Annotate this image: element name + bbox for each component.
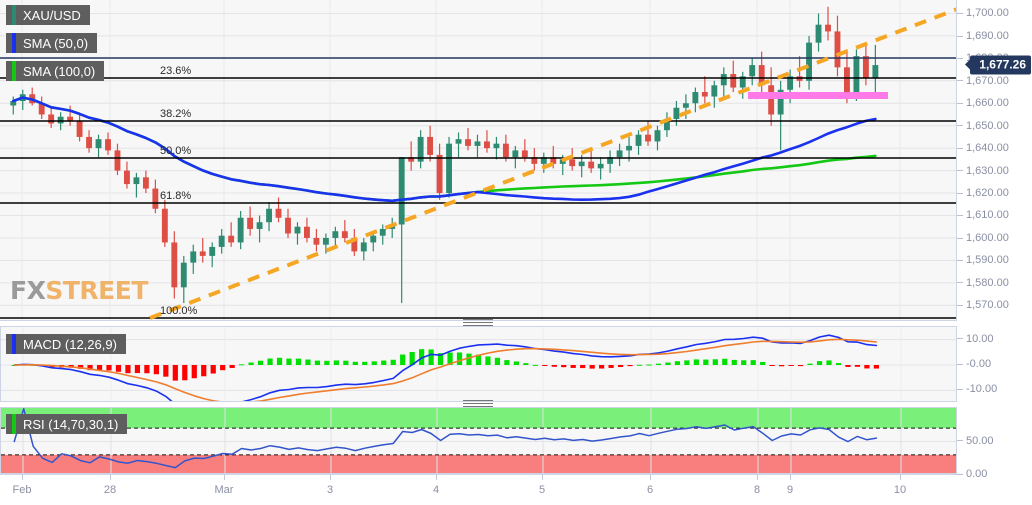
price-axis[interactable]: 1,700.001,690.001,680.001,670.001,660.00… xyxy=(957,0,1032,321)
price-chart-panel[interactable]: 23.6% 38.2% 50.0% 61.8% 100.0% xyxy=(0,0,957,321)
fxstreet-watermark: FXSTREET xyxy=(10,276,148,305)
fib-level-label: 100.0% xyxy=(160,305,198,317)
legend-symbol[interactable]: XAU/USD xyxy=(6,5,90,25)
symbol-color-swatch xyxy=(12,5,16,25)
rsi-axis-tick: 50.00 xyxy=(957,434,994,447)
legend-sma-50[interactable]: SMA (50,0) xyxy=(6,33,98,53)
rsi-axis-tick: 0.00 xyxy=(957,468,987,480)
legend-macd[interactable]: MACD (12,26,9) xyxy=(6,334,126,354)
price-axis-tick: 1,600.00 xyxy=(957,232,1009,244)
legend-sma-100[interactable]: SMA (100,0) xyxy=(6,61,105,81)
legend-rsi[interactable]: RSI (14,70,30,1) xyxy=(6,414,128,434)
watermark-fx: FX xyxy=(10,276,46,305)
date-axis[interactable]: Feb 28 Mar 3 4 5 6 8 9 10 xyxy=(0,474,957,505)
date-axis-tick: 3 xyxy=(326,484,334,496)
date-axis-notch xyxy=(650,475,651,480)
date-axis-tick: 8 xyxy=(753,484,761,496)
sma100-color-swatch xyxy=(12,61,16,81)
date-axis-notch xyxy=(790,475,791,480)
price-axis-tick: 1,660.00 xyxy=(957,97,1009,109)
macd-axis-tick: -0.00 xyxy=(957,358,991,370)
macd-axis-tick: 10.00 xyxy=(957,333,994,345)
date-axis-notch xyxy=(757,475,758,480)
date-axis-notch xyxy=(330,475,331,480)
date-axis-notch xyxy=(22,475,23,480)
price-axis-tick: 1,620.00 xyxy=(957,187,1009,199)
rsi-panel-resize-handle[interactable] xyxy=(463,400,493,409)
current-price-badge: 1,677.26 xyxy=(970,55,1031,74)
date-axis-tick: Mar xyxy=(214,484,234,496)
date-axis-notch xyxy=(542,475,543,480)
price-axis-tick: 1,580.00 xyxy=(957,277,1009,289)
macd-color-swatch xyxy=(12,334,16,354)
date-axis-tick: Feb xyxy=(12,484,32,496)
fib-level-label: 61.8% xyxy=(160,190,192,202)
rsi-panel[interactable] xyxy=(0,407,957,474)
price-axis-tick: 1,640.00 xyxy=(957,142,1009,154)
legend-sma50-label: SMA (50,0) xyxy=(23,35,89,51)
price-axis-tick: 1,570.00 xyxy=(957,299,1009,311)
price-axis-tick: 1,650.00 xyxy=(957,120,1009,132)
legend-symbol-label: XAU/USD xyxy=(23,7,81,23)
date-axis-notch xyxy=(110,475,111,480)
price-axis-tick: 1,690.00 xyxy=(957,30,1009,42)
price-axis-tick: 1,700.00 xyxy=(957,7,1009,20)
date-axis-notch xyxy=(224,475,225,480)
legend-sma100-label: SMA (100,0) xyxy=(23,63,96,79)
fib-level-label: 50.0% xyxy=(160,145,192,157)
date-axis-notch xyxy=(436,475,437,480)
rsi-color-swatch xyxy=(12,414,16,434)
price-axis-tick: 1,670.00 xyxy=(957,75,1009,87)
rsi-axis[interactable]: 50.00 0.00 xyxy=(957,407,1032,480)
legend-rsi-label: RSI (14,70,30,1) xyxy=(23,416,119,432)
macd-axis[interactable]: 10.00 -0.00 -10.00 xyxy=(957,326,1032,402)
date-axis-tick: 5 xyxy=(538,484,546,496)
fib-level-label: 38.2% xyxy=(160,108,192,120)
date-axis-tick: 4 xyxy=(432,484,440,496)
macd-plot-area[interactable] xyxy=(1,327,956,401)
price-plot-area[interactable]: 23.6% 38.2% 50.0% 61.8% 100.0% xyxy=(0,0,956,320)
price-axis-tick: 1,590.00 xyxy=(957,254,1009,266)
date-axis-tick: 10 xyxy=(893,484,907,496)
fib-level-label: 23.6% xyxy=(160,65,192,77)
macd-panel-resize-handle[interactable] xyxy=(463,319,493,328)
date-axis-tick: 6 xyxy=(646,484,654,496)
date-axis-notch xyxy=(900,475,901,480)
macd-axis-tick: -10.00 xyxy=(957,383,997,395)
sma50-color-swatch xyxy=(12,33,16,53)
price-axis-tick: 1,610.00 xyxy=(957,209,1009,222)
price-axis-tick: 1,630.00 xyxy=(957,165,1009,177)
date-axis-tick: 9 xyxy=(786,484,794,496)
watermark-street: STREET xyxy=(45,276,148,305)
legend-macd-label: MACD (12,26,9) xyxy=(23,336,117,352)
date-axis-tick: 28 xyxy=(103,484,117,496)
rsi-plot-area[interactable] xyxy=(1,408,956,473)
macd-panel[interactable] xyxy=(0,326,957,402)
